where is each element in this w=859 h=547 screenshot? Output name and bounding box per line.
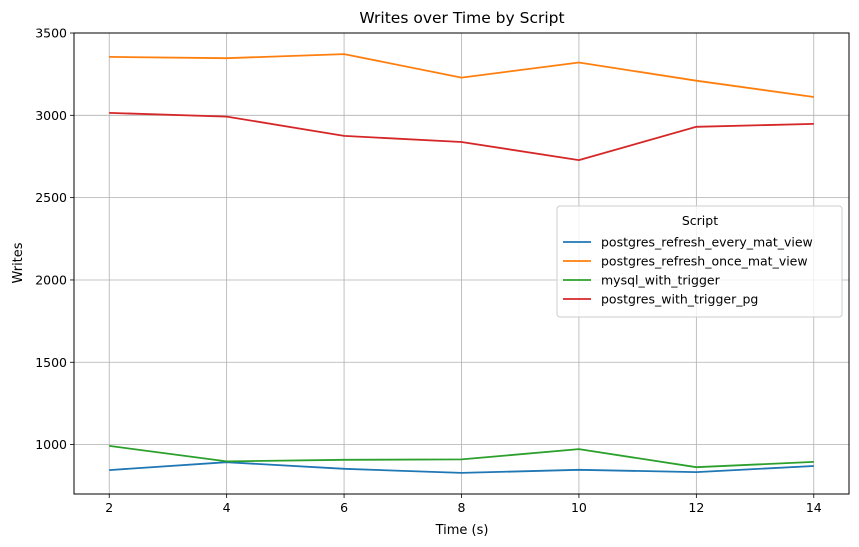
x-tick-label: 6 <box>340 500 348 515</box>
y-tick-label: 3000 <box>35 108 67 123</box>
legend-label: postgres_refresh_once_mat_view <box>601 254 808 269</box>
y-tick-label: 1000 <box>35 437 67 452</box>
y-axis-label: Writes <box>11 242 26 283</box>
y-tick-label: 3500 <box>35 26 67 41</box>
legend-label: mysql_with_trigger <box>601 273 721 288</box>
chart-title: Writes over Time by Script <box>359 9 564 27</box>
legend: Script postgres_refresh_every_mat_viewpo… <box>556 205 843 318</box>
x-tick-label: 10 <box>571 500 587 515</box>
x-tick-label: 2 <box>105 500 113 515</box>
series-line-postgres-refresh-once-mat-view <box>109 53 814 98</box>
x-tick-label: 8 <box>458 500 466 515</box>
y-axis-ticks: 1000 1500 2000 2500 3000 3500 <box>35 26 74 452</box>
x-tick-label: 14 <box>806 500 822 515</box>
x-axis-ticks: 2 4 6 8 10 12 14 <box>105 494 822 515</box>
series-line-postgres-with-trigger-pg <box>109 112 814 162</box>
legend-label: postgres_with_trigger_pg <box>601 292 758 307</box>
y-tick-label: 1500 <box>35 355 67 370</box>
x-tick-label: 12 <box>688 500 704 515</box>
legend-label: postgres_refresh_every_mat_view <box>601 235 813 250</box>
series-line-mysql-with-trigger <box>109 445 814 469</box>
x-tick-label: 4 <box>223 500 231 515</box>
x-axis-label: Time (s) <box>435 523 489 538</box>
y-tick-label: 2000 <box>35 272 67 287</box>
legend-title: Script <box>682 213 718 228</box>
y-tick-label: 2500 <box>35 190 67 205</box>
series-lines <box>109 53 814 474</box>
legend-box <box>556 205 843 318</box>
